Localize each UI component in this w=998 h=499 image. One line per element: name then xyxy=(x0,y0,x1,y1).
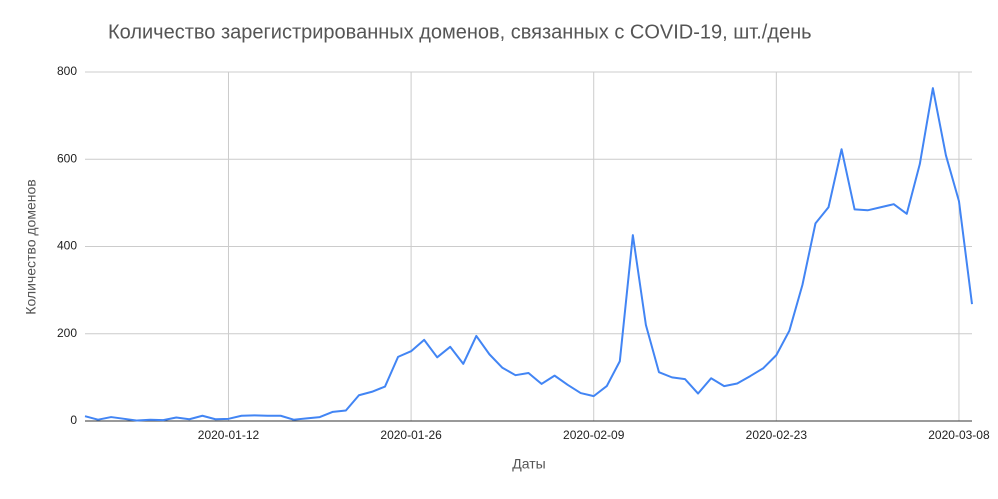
x-tick-label: 2020-01-26 xyxy=(380,428,442,442)
data-line xyxy=(84,87,973,422)
x-axis-title: Даты xyxy=(512,456,545,472)
x-tick-label: 2020-02-09 xyxy=(563,428,625,442)
y-tick-label: 800 xyxy=(57,64,77,78)
y-tick-label: 0 xyxy=(70,413,77,427)
x-tick-label: 2020-01-12 xyxy=(198,428,260,442)
y-tick-label: 200 xyxy=(57,326,77,340)
x-tick-label: 2020-03-08 xyxy=(928,428,990,442)
chart-title: Количество зарегистрированных доменов, с… xyxy=(108,21,812,43)
x-tick-label: 2020-02-23 xyxy=(746,428,808,442)
y-axis-title: Количество доменов xyxy=(23,179,39,314)
y-tick-label: 600 xyxy=(57,151,77,165)
y-tick-label: 400 xyxy=(57,239,77,253)
